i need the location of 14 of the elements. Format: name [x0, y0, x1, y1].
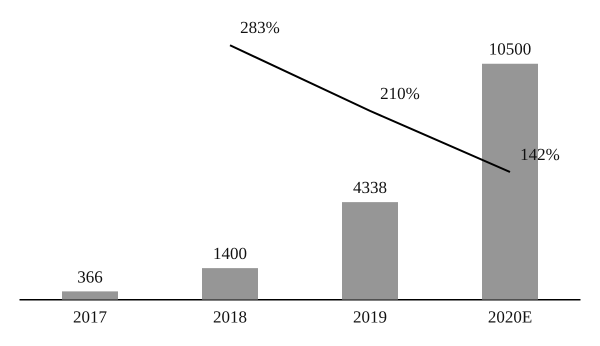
x-tick-label: 2017: [73, 307, 108, 326]
bar: [202, 268, 258, 300]
data-label: 4338: [353, 178, 387, 198]
bar: [62, 291, 118, 300]
data-label: 10500: [488, 40, 532, 59]
data-label: 142%: [520, 144, 560, 164]
data-label: 283%: [240, 18, 280, 38]
x-tick-label: 2018: [213, 307, 247, 326]
x-tick-label: 2019: [353, 307, 387, 326]
x-tick-label: 2020E: [488, 307, 532, 326]
data-label: 1400: [213, 244, 247, 264]
data-label: 366: [77, 267, 103, 286]
data-label: 210%: [380, 84, 420, 103]
bar: [342, 202, 398, 300]
